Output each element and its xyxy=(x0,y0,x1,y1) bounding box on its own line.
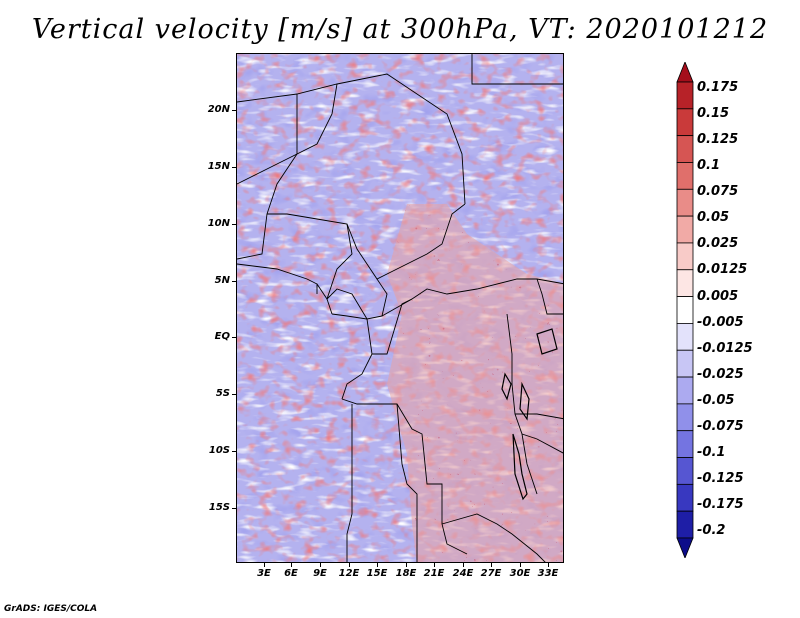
colorbar-label: 0.05 xyxy=(697,210,730,225)
colorbar-label: 0.1 xyxy=(697,158,721,173)
colorbar-label: 0.005 xyxy=(697,289,739,304)
colorbar-segment xyxy=(676,483,694,512)
lon-label-6e: 6E xyxy=(284,568,298,579)
lon-label-33e: 33E xyxy=(537,568,559,579)
colorbar-label: 0.0125 xyxy=(697,262,748,277)
colorbar xyxy=(676,62,694,558)
colorbar-label: 0.15 xyxy=(697,106,730,121)
colorbar-segment xyxy=(676,457,694,485)
lat-tick xyxy=(232,281,237,282)
lon-label-12e: 12E xyxy=(338,568,360,579)
lon-label-30e: 30E xyxy=(509,568,531,579)
lon-tick xyxy=(520,562,521,567)
colorbar-segment xyxy=(676,242,694,271)
lon-tick xyxy=(264,562,265,567)
lon-tick xyxy=(463,562,464,567)
colorbar-label: -0.0125 xyxy=(697,341,753,356)
colorbar-segment xyxy=(676,62,694,83)
lon-tick xyxy=(406,562,407,567)
colorbar-segment xyxy=(676,537,694,558)
colorbar-label: -0.1 xyxy=(697,445,726,460)
colorbar-segment xyxy=(676,323,694,351)
map-title: Vertical velocity [m/s] at 300hPa, VT: 2… xyxy=(31,14,769,45)
colorbar-label: 0.125 xyxy=(697,132,739,147)
lon-tick xyxy=(320,562,321,567)
colorbar-segment xyxy=(676,162,694,190)
colorbar-label: 0.175 xyxy=(697,80,739,95)
lat-label-5n: 5N xyxy=(214,275,230,286)
colorbar-segment xyxy=(676,403,694,432)
colorbar-label: 0.025 xyxy=(697,236,739,251)
lat-tick xyxy=(232,394,237,395)
lat-label-5s: 5S xyxy=(215,388,230,399)
colorbar-label: 0.075 xyxy=(697,184,739,199)
lon-tick xyxy=(434,562,435,567)
colorbar-label: -0.2 xyxy=(697,523,726,538)
colorbar-segment xyxy=(676,188,694,217)
lat-tick xyxy=(232,167,237,168)
colorbar-segment xyxy=(676,108,694,137)
lon-label-9e: 9E xyxy=(313,568,327,579)
colorbar-label: -0.125 xyxy=(697,471,744,486)
lon-label-27e: 27E xyxy=(480,568,502,579)
lon-tick xyxy=(548,562,549,567)
colorbar-segment xyxy=(676,81,694,110)
colorbar-segment xyxy=(676,430,694,458)
lat-label-20n: 20N xyxy=(207,104,230,115)
map-field xyxy=(237,54,563,562)
velocity-map xyxy=(236,53,564,563)
lon-tick xyxy=(291,562,292,567)
lon-label-18e: 18E xyxy=(395,568,417,579)
colorbar-label: -0.075 xyxy=(697,419,744,434)
footer-credit: GrADS: IGES/COLA xyxy=(4,604,98,614)
lat-tick xyxy=(232,110,237,111)
colorbar-label: -0.005 xyxy=(697,315,744,330)
lon-label-15e: 15E xyxy=(366,568,388,579)
lat-label-10s: 10S xyxy=(208,445,230,456)
lon-label-24e: 24E xyxy=(452,568,474,579)
colorbar-segment xyxy=(676,510,694,539)
lon-tick xyxy=(491,562,492,567)
lat-label-15s: 15S xyxy=(208,502,230,513)
lon-tick xyxy=(377,562,378,567)
lat-label-10n: 10N xyxy=(207,218,230,229)
lon-label-21e: 21E xyxy=(423,568,445,579)
colorbar-label: -0.025 xyxy=(697,367,744,382)
lon-label-3e: 3E xyxy=(257,568,271,579)
lon-tick xyxy=(349,562,350,567)
colorbar-segment xyxy=(676,349,694,378)
lat-label-eq: EQ xyxy=(214,331,230,342)
lat-tick xyxy=(232,508,237,509)
lat-tick xyxy=(232,224,237,225)
lat-tick xyxy=(232,451,237,452)
colorbar-label: -0.175 xyxy=(697,497,744,512)
colorbar-segment xyxy=(676,135,694,163)
colorbar-segment xyxy=(676,296,694,324)
lat-tick xyxy=(232,337,237,338)
colorbar-segment xyxy=(676,215,694,244)
colorbar-segment xyxy=(676,269,694,297)
lat-label-15n: 15N xyxy=(207,161,230,172)
colorbar-label: -0.05 xyxy=(697,393,735,408)
colorbar-segment xyxy=(676,376,694,405)
